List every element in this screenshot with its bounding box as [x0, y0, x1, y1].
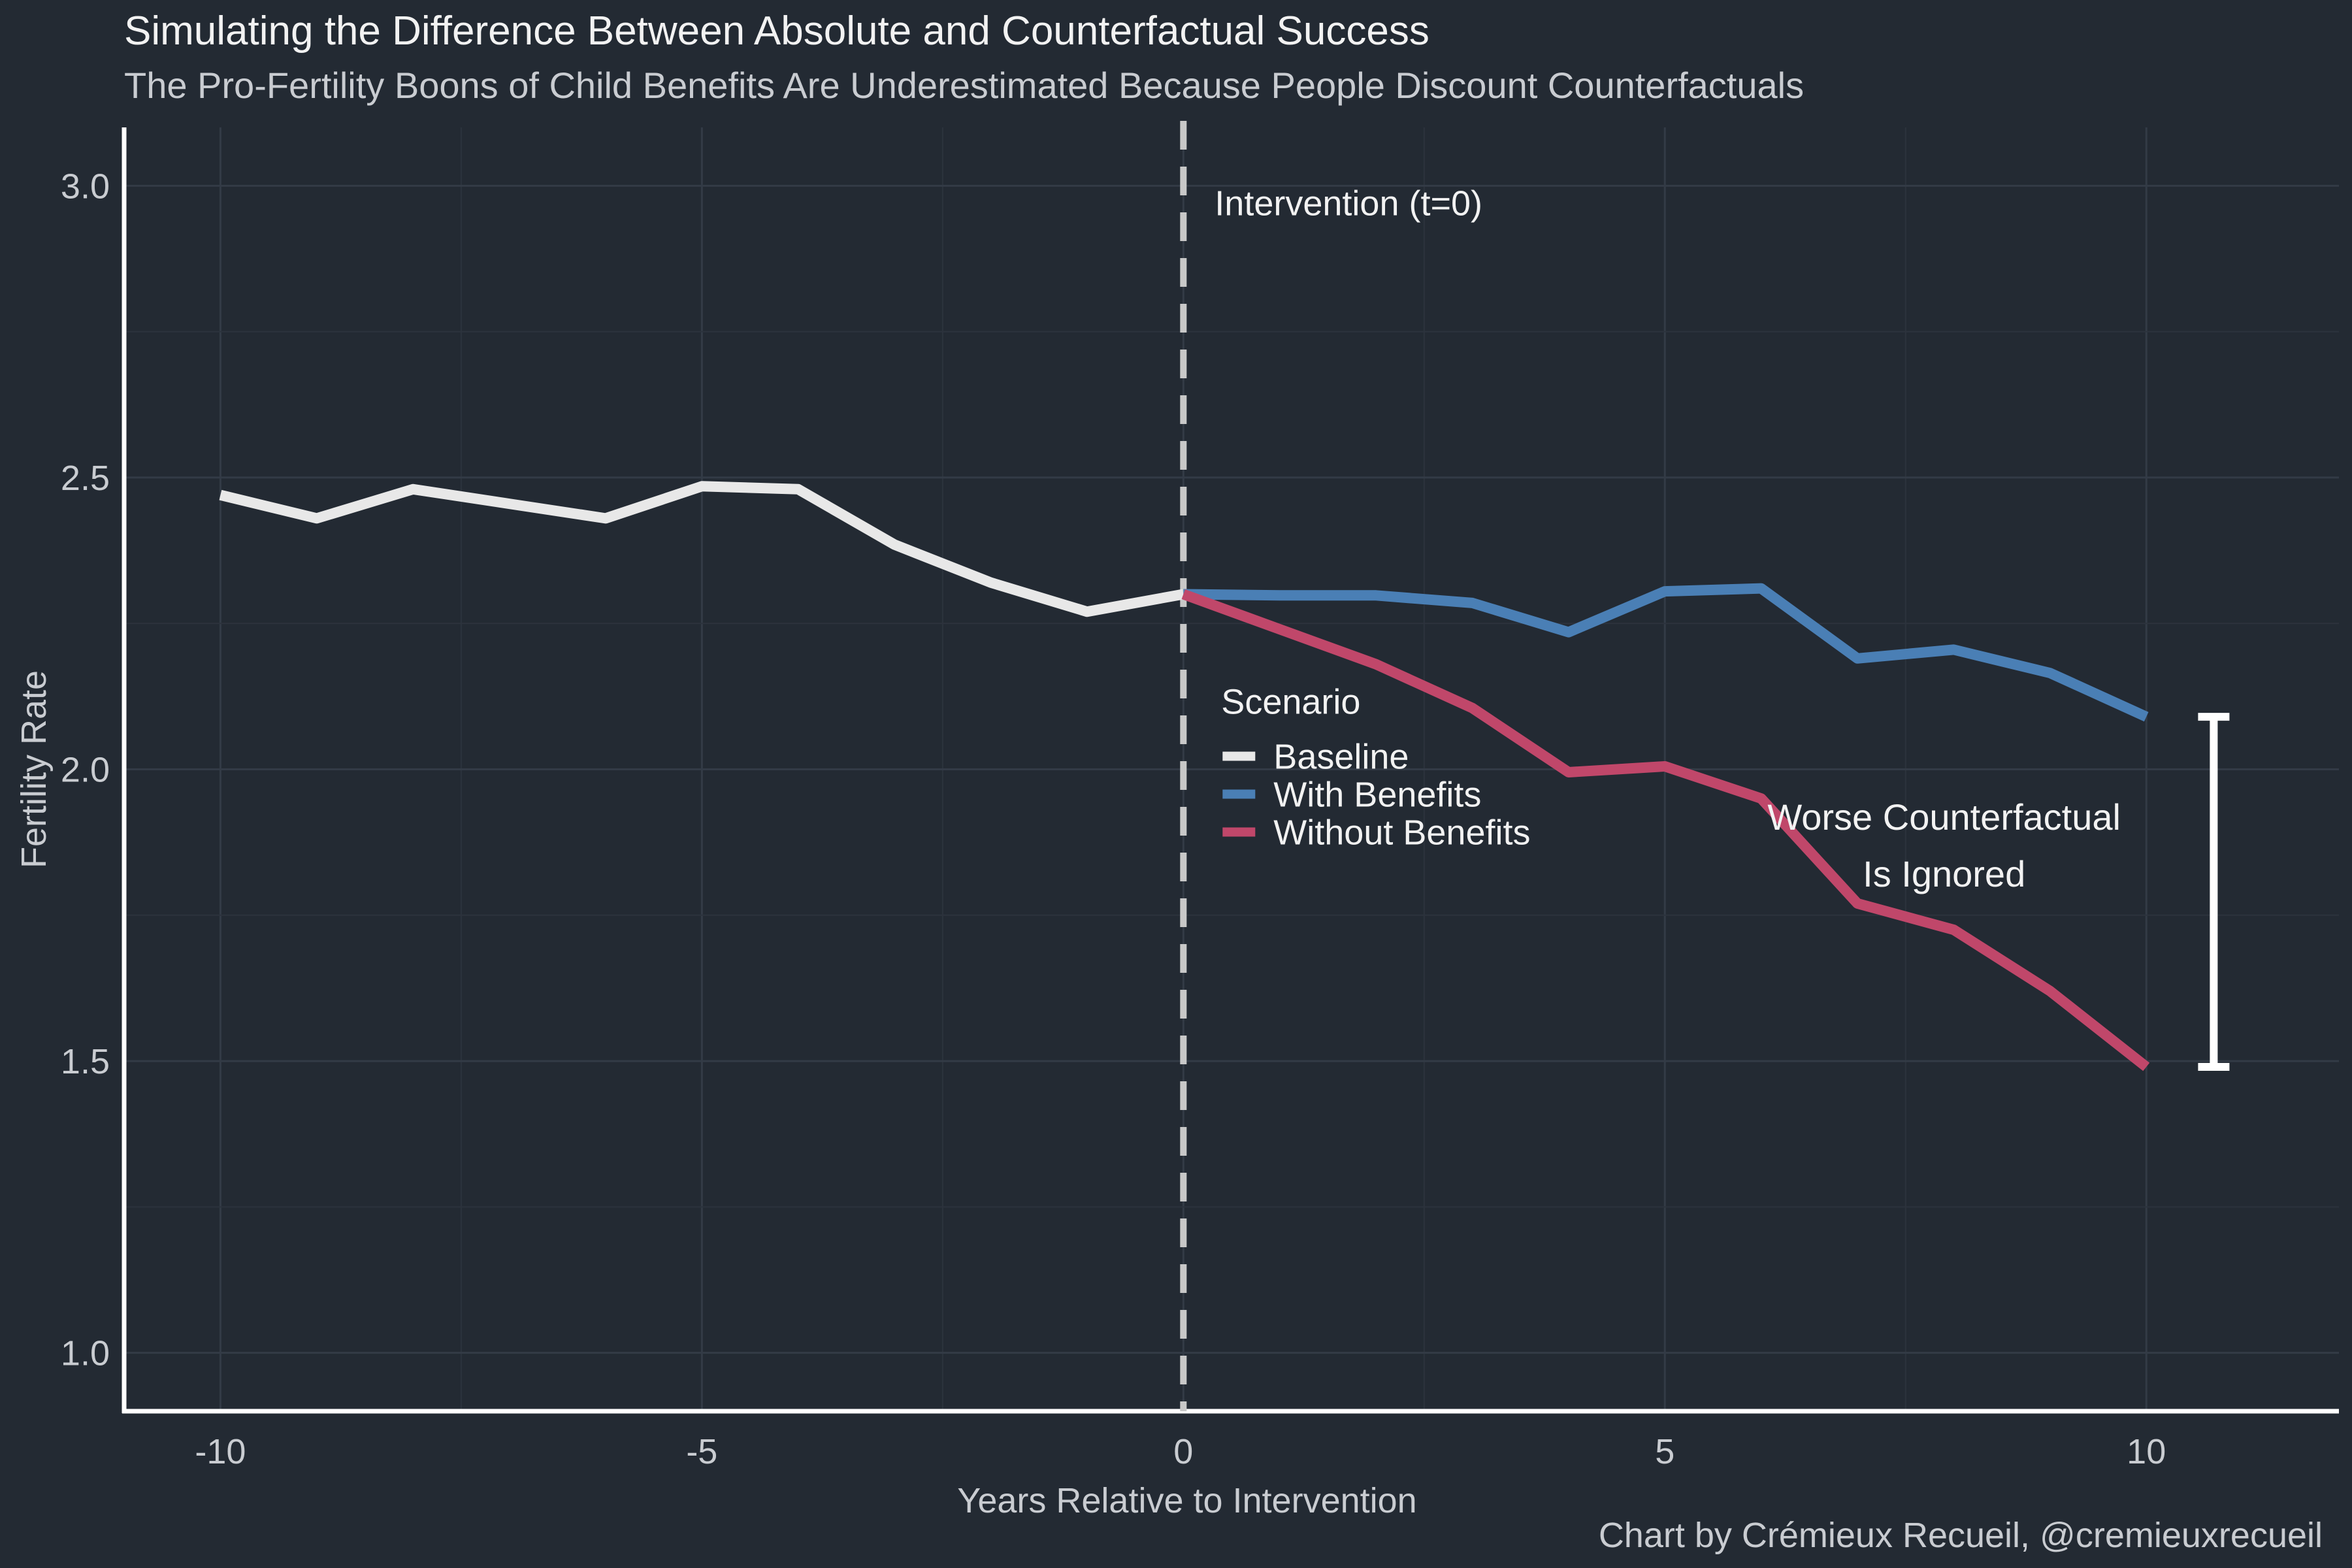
legend-label-with-benefits: With Benefits [1273, 776, 1481, 815]
series-line-without-benefits [1181, 589, 2150, 1071]
intervention-label: Intervention (t=0) [1215, 184, 1482, 223]
x-tick-label: 5 [1655, 1432, 1674, 1471]
grid [124, 127, 2339, 1411]
y-tick-label: 2.5 [61, 459, 110, 498]
x-tick-label: 10 [2127, 1432, 2166, 1471]
chart-title: Simulating the Difference Between Absolu… [124, 8, 1429, 54]
chart-subtitle: The Pro-Fertility Boons of Child Benefit… [124, 65, 1804, 106]
y-tick-label: 3.0 [61, 167, 110, 206]
y-tick-label: 1.0 [61, 1334, 110, 1373]
legend-label-baseline: Baseline [1273, 738, 1409, 777]
series-line-with-benefits [1183, 583, 2149, 722]
x-tick-labels: -10 -5 0 5 10 [195, 1432, 2166, 1471]
x-tick-label: -5 [686, 1432, 717, 1471]
x-axis-label: Years Relative to Intervention [957, 1481, 1416, 1520]
y-tick-labels: 1.0 1.5 2.0 2.5 3.0 [61, 167, 110, 1373]
series-lines [219, 481, 2150, 1071]
legend: Scenario Baseline With Benefits Without … [1221, 683, 1530, 853]
axes [122, 127, 2339, 1414]
x-tick-label: -10 [195, 1432, 246, 1471]
series-line-baseline [219, 481, 1184, 617]
legend-title: Scenario [1221, 683, 1360, 722]
legend-label-without-benefits: Without Benefits [1273, 813, 1530, 853]
y-axis-label: Fertility Rate [14, 670, 54, 868]
y-tick-label: 2.0 [61, 751, 110, 790]
x-tick-label: 0 [1173, 1432, 1193, 1471]
gap-bracket [2198, 713, 2230, 1071]
gap-annotation-line-2: Is Ignored [1863, 853, 2025, 894]
y-tick-label: 1.5 [61, 1042, 110, 1081]
gap-annotation-line-1: Worse Counterfactual [1767, 796, 2121, 838]
chart-caption: Chart by Crémieux Recueil, @cremieuxrecu… [1599, 1516, 2323, 1555]
